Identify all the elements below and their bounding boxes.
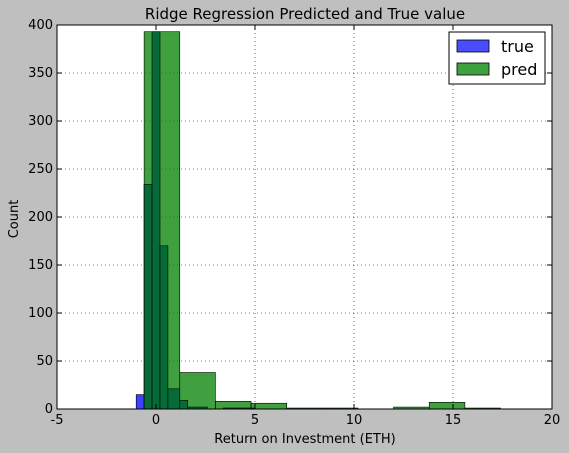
y-tick-label: 400 — [28, 18, 53, 33]
x-tick-label: -5 — [51, 413, 64, 428]
y-axis-label: Count — [7, 200, 22, 239]
y-tick-label: 200 — [28, 210, 53, 225]
bar-true — [135, 394, 145, 410]
bar-pred — [250, 402, 287, 410]
x-tick-label: 15 — [445, 413, 462, 428]
legend-swatch-pred — [456, 62, 490, 76]
legend: true pred — [448, 31, 546, 85]
y-tick-label: 150 — [28, 258, 53, 273]
chart-title: Ridge Regression Predicted and True valu… — [145, 5, 465, 23]
y-tick-label: 250 — [28, 162, 53, 177]
bar-overlap — [179, 400, 188, 410]
y-tick-label: 50 — [36, 354, 53, 369]
x-tick-label: 5 — [251, 413, 259, 428]
x-tick-label: 20 — [544, 413, 561, 428]
x-axis-label: Return on Investment (ETH) — [214, 432, 395, 447]
bar-overlap — [143, 184, 153, 410]
bar-overlap — [151, 31, 161, 410]
y-tick-label: 300 — [28, 114, 53, 129]
legend-label-true: true — [501, 37, 534, 56]
y-tick-label: 100 — [28, 306, 53, 321]
bar-pred — [428, 401, 466, 410]
legend-label-pred: pred — [501, 60, 537, 79]
x-tick-label: 10 — [346, 413, 363, 428]
axis-ticks — [56, 24, 553, 410]
y-tick-label: 350 — [28, 66, 53, 81]
x-tick-label: 0 — [152, 413, 160, 428]
bar-overlap — [167, 388, 181, 410]
legend-swatch-true — [456, 39, 490, 53]
y-tick-label: 0 — [45, 402, 53, 417]
bar-overlap — [159, 245, 169, 410]
